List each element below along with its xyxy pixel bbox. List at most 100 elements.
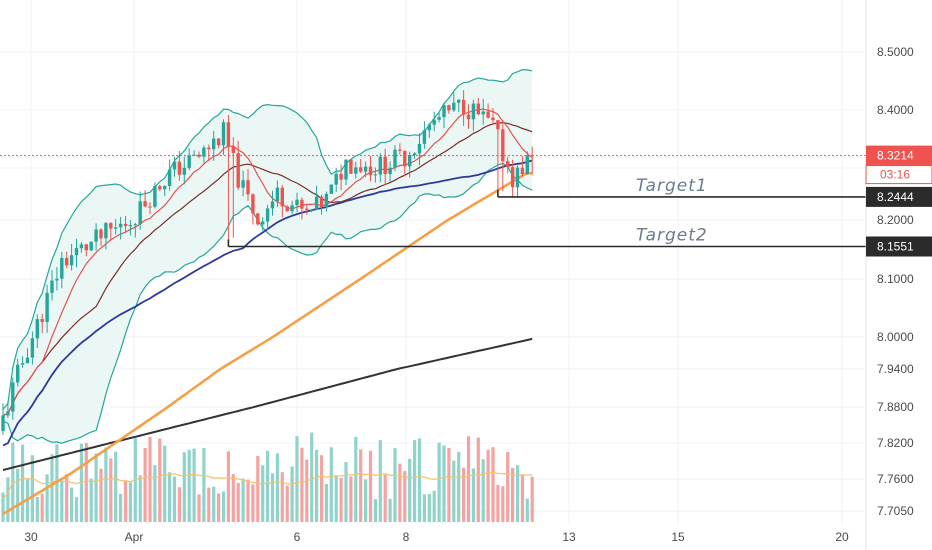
countdown-badge xyxy=(865,165,932,185)
candle-body xyxy=(187,155,191,168)
volume-bar xyxy=(403,471,407,522)
candle-body xyxy=(427,124,431,131)
volume-bar xyxy=(231,474,235,522)
candle-body xyxy=(94,229,98,242)
time-axis[interactable]: 30 Apr 6 8 13 15 20 xyxy=(24,530,849,544)
candle-body xyxy=(506,161,510,168)
volume-bar xyxy=(168,472,172,522)
candle-body xyxy=(212,138,216,150)
volume-bar xyxy=(143,448,147,522)
candle-body xyxy=(55,278,59,281)
candle-body xyxy=(501,129,505,162)
candle-body xyxy=(344,159,348,180)
price-tick-label: 7.9400 xyxy=(877,362,914,376)
volume-bar xyxy=(373,499,377,522)
candle-body xyxy=(324,193,329,208)
candle-body xyxy=(16,364,20,383)
volume-bar xyxy=(192,448,196,522)
volume-bar xyxy=(388,498,392,522)
price-axis[interactable]: 8.50008.40008.30008.20008.10008.00007.94… xyxy=(877,45,914,518)
target-levels: Target1 Target2 xyxy=(0,155,866,248)
candle-body xyxy=(114,227,118,229)
volume-bar xyxy=(241,478,245,522)
candle-body xyxy=(231,146,235,154)
volume-bar xyxy=(520,474,524,522)
time-tick-label: 30 xyxy=(24,530,38,544)
candle-body xyxy=(280,187,284,207)
ma-orange-line xyxy=(2,171,533,516)
volume-bar xyxy=(123,480,128,522)
time-tick-label: 20 xyxy=(835,530,849,544)
candle-body xyxy=(50,280,54,293)
volume-bar xyxy=(217,493,221,522)
candle-body xyxy=(393,149,397,168)
volume-bar xyxy=(109,458,113,522)
candle-body xyxy=(290,205,294,212)
volume-bar xyxy=(45,474,49,522)
price-tick-label: 7.7050 xyxy=(877,504,914,518)
volume-bar xyxy=(368,450,373,522)
candle-body xyxy=(30,338,35,358)
candle-body xyxy=(525,155,529,174)
candle-body xyxy=(452,102,456,111)
candle-body xyxy=(432,119,436,125)
volume-bar xyxy=(427,494,431,522)
candle-body xyxy=(417,143,422,154)
band-lower-line xyxy=(2,162,533,444)
price-tick-label: 7.7600 xyxy=(877,472,914,486)
candle-body xyxy=(461,99,466,115)
volume-bar xyxy=(530,476,534,522)
candle-body xyxy=(334,173,338,185)
target-value-1: 8.2444 xyxy=(877,190,914,204)
candle-body xyxy=(476,103,480,115)
volume-bar xyxy=(398,463,402,522)
volume-bar xyxy=(99,468,103,522)
volume-bar xyxy=(40,493,44,522)
candle-body xyxy=(182,167,186,175)
candle-body xyxy=(35,319,39,339)
volume-bar xyxy=(305,459,309,522)
volume-bar xyxy=(6,477,10,522)
candle-body xyxy=(128,225,133,227)
volume-bar xyxy=(163,445,167,522)
candle-body xyxy=(158,186,162,190)
candle-body xyxy=(447,105,451,111)
volume-bar xyxy=(422,494,426,522)
volume-bar xyxy=(261,465,265,522)
candle-body xyxy=(486,111,490,118)
candle-body xyxy=(216,138,221,146)
volume-bar xyxy=(172,476,177,522)
volume-bar xyxy=(70,487,74,522)
target-value-2: 8.1551 xyxy=(877,240,914,254)
ma-mid-line xyxy=(2,122,533,416)
volume-bar xyxy=(437,442,441,522)
candle-body xyxy=(412,153,417,155)
price-tick-label: 8.5000 xyxy=(877,45,914,59)
volume-bar xyxy=(310,432,314,522)
candle-body xyxy=(275,187,280,202)
time-tick-label: 13 xyxy=(562,530,576,544)
candle-body xyxy=(261,221,265,225)
volume-bar xyxy=(378,440,382,522)
candle-body xyxy=(20,363,25,365)
candle-body xyxy=(520,167,525,174)
moving-averages xyxy=(2,108,533,516)
price-tick-label: 8.2000 xyxy=(877,213,914,227)
candle-body xyxy=(319,196,324,207)
volume-bar xyxy=(491,447,495,522)
volume-bar xyxy=(295,436,299,522)
candle-body xyxy=(457,99,461,103)
price-tick-label: 8.4000 xyxy=(877,103,914,117)
volume-bar xyxy=(236,482,240,522)
candle-body xyxy=(138,201,142,225)
volume-bar xyxy=(417,438,422,522)
volume-bars xyxy=(1,432,534,522)
candle-body xyxy=(197,154,201,157)
time-tick-label: Apr xyxy=(125,530,144,544)
candle-body xyxy=(310,209,314,211)
candle-body xyxy=(265,208,270,222)
volume-bar xyxy=(212,486,216,522)
volume-bar xyxy=(153,465,157,522)
